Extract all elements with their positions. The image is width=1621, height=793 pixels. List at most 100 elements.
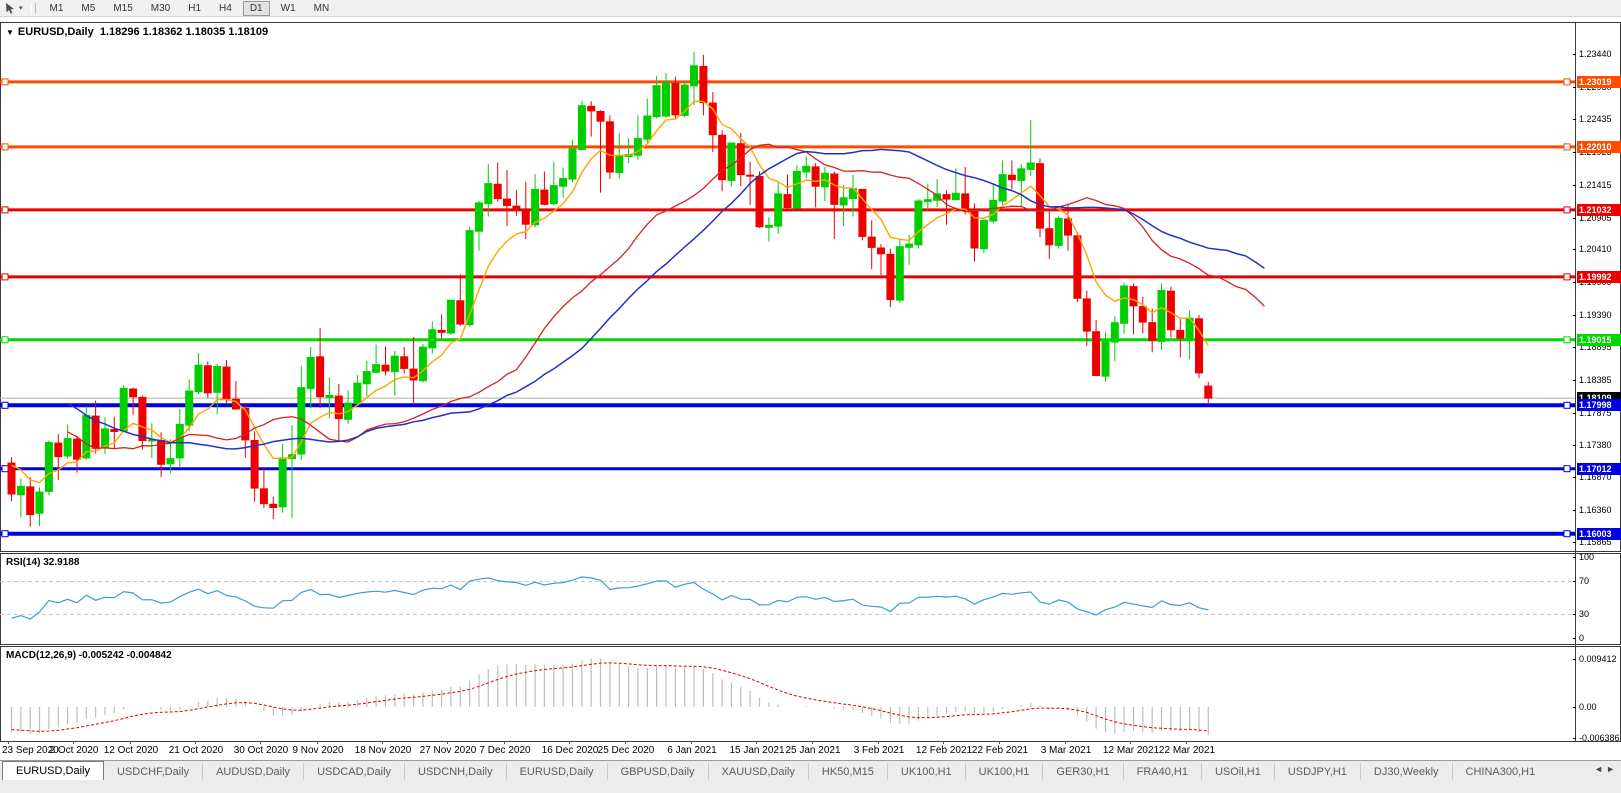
price-axis-tick: 1.20905 [1573, 213, 1621, 224]
time-axis-label: 7 Dec 2020 [479, 745, 531, 756]
chart-tab-usoil-h1[interactable]: USOil,H1 [1200, 763, 1274, 781]
chart-tab-dj30-weekly[interactable]: DJ30,Weekly [1359, 763, 1452, 781]
rsi-pane[interactable] [0, 553, 1621, 645]
chart-tab-eurusd-daily[interactable]: EURUSD,Daily [2, 761, 104, 781]
cursor-arrow-icon[interactable] [4, 2, 16, 14]
time-axis-tick [878, 741, 879, 744]
time-axis-label: 21 Oct 2020 [168, 745, 224, 756]
tab-scroll-left-icon[interactable]: ◄ [1594, 764, 1607, 774]
time-axis-label: 6 Jan 2021 [667, 745, 717, 756]
timeframe-button-H1[interactable]: H1 [188, 2, 202, 14]
price-axis-tick: 1.19390 [1573, 310, 1621, 321]
chart-tab-china300-h1[interactable]: CHINA300,H1 [1451, 763, 1549, 781]
rsi-axis-tick: 70 [1573, 576, 1621, 587]
timeframe-button-D1[interactable]: D1 [242, 0, 270, 16]
chart-ohlc-values: 1.18296 1.18362 1.18035 1.18109 [99, 26, 269, 38]
chart-tab-usdchf-daily[interactable]: USDCHF,Daily [116, 766, 190, 778]
time-axis-tick [569, 741, 570, 744]
chart-tab-usdcad-daily[interactable]: USDCAD,Daily [303, 763, 404, 781]
time-axis-tick [999, 741, 1000, 744]
price-axis-tick: 1.17380 [1573, 440, 1621, 451]
chart-tab-ger30-h1[interactable]: GER30,H1 [1042, 763, 1122, 781]
price-axis-tick: 1.16360 [1573, 505, 1621, 516]
chart-tab-fra40-h1[interactable]: FRA40,H1 [1122, 763, 1201, 781]
timeframe-button-MN[interactable]: MN [313, 2, 330, 14]
price-level-label: 1.19992 [1577, 271, 1621, 283]
chart-tab-gbpusd-daily[interactable]: GBPUSD,Daily [606, 763, 708, 781]
time-axis-label: 3 Feb 2021 [853, 745, 905, 756]
time-axis-tick [504, 741, 505, 744]
chart-tab-usdjpy-h1[interactable]: USDJPY,H1 [1273, 763, 1360, 781]
rsi-axis-tick: 100 [1573, 552, 1621, 563]
main-chart-canvas[interactable] [0, 22, 1575, 550]
chart-tab-xauusd-daily[interactable]: XAUUSD,Daily [707, 763, 808, 781]
chart-symbol-label: EURUSD,Daily [17, 26, 94, 38]
main-chart-pane[interactable] [0, 22, 1621, 552]
time-axis-tick [756, 741, 757, 744]
time-axis-label: 22 Mar 2021 [1158, 745, 1216, 756]
price-axis-tick: 1.20410 [1573, 244, 1621, 255]
time-axis-label: 16 Dec 2020 [541, 745, 599, 756]
time-axis-label: 23 Sep 2020 [2, 745, 59, 756]
tab-scroll-right-icon[interactable]: ► [1606, 764, 1618, 774]
timeframe-button-M15[interactable]: M15 [113, 2, 133, 14]
time-axis-label: 25 Jan 2021 [785, 745, 841, 756]
price-axis-tick: 1.17875 [1573, 408, 1621, 419]
time-axis-tick [1130, 741, 1131, 744]
time-axis-label: 12 Feb 2021 [915, 745, 973, 756]
time-axis-tick [73, 741, 74, 744]
price-level-label: 1.19015 [1577, 334, 1621, 346]
price-axis-tick: 1.22435 [1573, 114, 1621, 125]
chevron-down-icon[interactable]: ▾ [19, 5, 23, 12]
price-level-label: 1.17012 [1577, 463, 1621, 475]
time-axis-tick [943, 741, 944, 744]
chart-tab-uk100-h1[interactable]: UK100,H1 [964, 763, 1043, 781]
price-axis-tick: 1.15865 [1573, 537, 1621, 548]
macd-axis-tick: 0.00 [1573, 702, 1621, 713]
time-axis-label: 2 Oct 2020 [49, 745, 99, 756]
time-axis-label: 30 Oct 2020 [233, 745, 289, 756]
toolbar-grip [30, 2, 36, 14]
time-axis-tick [1065, 741, 1066, 744]
rsi-label: RSI(14) 32.9188 [6, 557, 80, 568]
time-axis-label: 22 Feb 2021 [971, 745, 1029, 756]
timeframe-button-M1[interactable]: M1 [49, 2, 64, 14]
time-axis-tick [130, 741, 131, 744]
timeframe-button-M30[interactable]: M30 [150, 2, 171, 14]
time-axis-tick [382, 741, 383, 744]
price-axis-tick: 1.18895 [1573, 342, 1621, 353]
chart-tab-uk100-h1[interactable]: UK100,H1 [886, 763, 965, 781]
macd-axis-tick: -0.006386 [1573, 733, 1621, 744]
timeframe-button-H4[interactable]: H4 [219, 2, 232, 14]
rsi-canvas[interactable] [0, 553, 1575, 643]
timeframe-toolbar: ▾ M1 M5 M15 M30 H1 H4 D1 W1 MN [0, 0, 1621, 17]
time-axis-tick [691, 741, 692, 744]
time-axis-label: 25 Dec 2020 [597, 745, 655, 756]
time-axis-label: 18 Nov 2020 [354, 745, 412, 756]
chart-tab-eurusd-daily[interactable]: EURUSD,Daily [505, 763, 607, 781]
chart-tab-hk50-m15[interactable]: HK50,M15 [807, 763, 887, 781]
status-strip [0, 780, 1621, 793]
price-level-label: 1.22010 [1577, 141, 1621, 153]
price-axis-tick: 1.18385 [1573, 375, 1621, 386]
tab-scroll-arrows: ◄► [1594, 764, 1618, 774]
price-level-label: 1.16003 [1577, 528, 1621, 540]
price-axis-tick: 1.23440 [1573, 49, 1621, 60]
time-axis-label: 12 Mar 2021 [1102, 745, 1160, 756]
rsi-axis-tick: 0 [1573, 633, 1621, 644]
timeframe-button-W1[interactable]: W1 [280, 2, 296, 14]
chart-tab-audusd-daily[interactable]: AUDUSD,Daily [202, 763, 303, 781]
timeframe-button-M5[interactable]: M5 [81, 2, 96, 14]
time-axis-label: 9 Nov 2020 [292, 745, 344, 756]
time-axis-label: 15 Jan 2021 [729, 745, 785, 756]
price-axis-tick: 1.16870 [1573, 472, 1621, 483]
macd-label: MACD(12,26,9) -0.005242 -0.004842 [6, 650, 172, 661]
time-axis-tick [447, 741, 448, 744]
macd-pane[interactable] [0, 646, 1621, 742]
chart-tab-usdcnh-daily[interactable]: USDCNH,Daily [404, 763, 506, 781]
time-axis-tick [195, 741, 196, 744]
time-axis-label: 27 Nov 2020 [419, 745, 477, 756]
macd-canvas[interactable] [0, 646, 1575, 740]
price-level-label: 1.21032 [1577, 204, 1621, 216]
